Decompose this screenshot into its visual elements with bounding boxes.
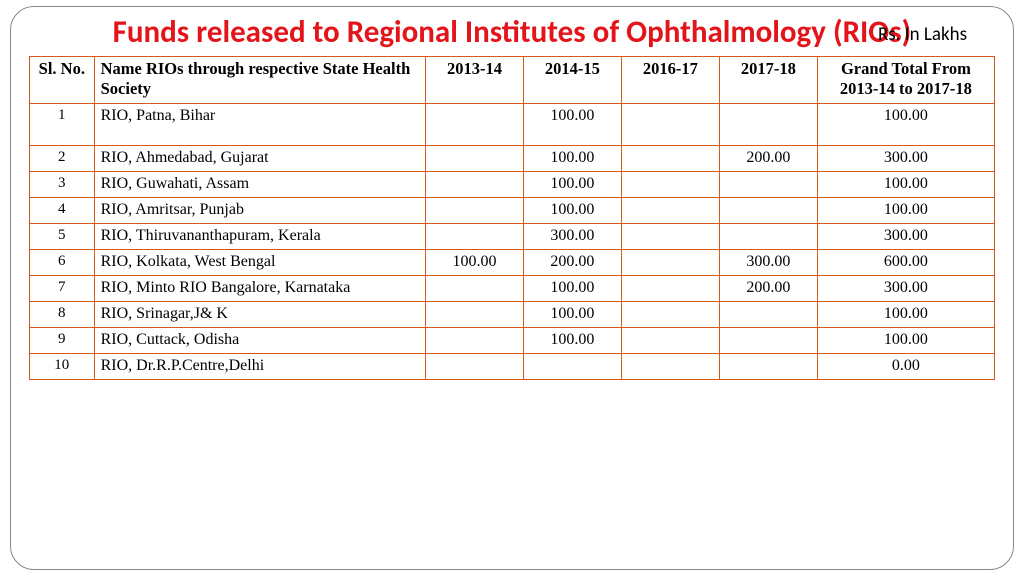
cell-y2: 300.00 (523, 224, 621, 250)
cell-y1 (426, 328, 524, 354)
cell-y1 (426, 302, 524, 328)
cell-y2: 100.00 (523, 302, 621, 328)
unit-label: Rs. In Lakhs (878, 23, 967, 46)
cell-y2: 100.00 (523, 172, 621, 198)
cell-total: 100.00 (817, 104, 994, 146)
cell-y1 (426, 198, 524, 224)
col-name: Name RIOs through respective State Healt… (94, 56, 425, 103)
cell-slno: 2 (30, 146, 95, 172)
cell-name: RIO, Guwahati, Assam (94, 172, 425, 198)
col-2014-15: 2014-15 (523, 56, 621, 103)
cell-total: 100.00 (817, 198, 994, 224)
cell-y2: 100.00 (523, 328, 621, 354)
cell-y3 (621, 328, 719, 354)
col-2017-18: 2017-18 (719, 56, 817, 103)
cell-name: RIO, Kolkata, West Bengal (94, 250, 425, 276)
cell-slno: 3 (30, 172, 95, 198)
cell-name: RIO, Patna, Bihar (94, 104, 425, 146)
cell-y4: 300.00 (719, 250, 817, 276)
cell-y2: 100.00 (523, 276, 621, 302)
cell-name: RIO, Cuttack, Odisha (94, 328, 425, 354)
table-row: 10RIO, Dr.R.P.Centre,Delhi 0.00 (30, 354, 995, 380)
cell-slno: 8 (30, 302, 95, 328)
table-header-row: Sl. No. Name RIOs through respective Sta… (30, 56, 995, 103)
cell-total: 600.00 (817, 250, 994, 276)
cell-y3 (621, 302, 719, 328)
cell-name: RIO, Dr.R.P.Centre,Delhi (94, 354, 425, 380)
cell-slno: 9 (30, 328, 95, 354)
table-row: 4RIO, Amritsar, Punjab 100.00 100.00 (30, 198, 995, 224)
table-row: 8RIO, Srinagar,J& K 100.00 100.00 (30, 302, 995, 328)
cell-y4 (719, 328, 817, 354)
table-row: 1RIO, Patna, Bihar 100.00 100.00 (30, 104, 995, 146)
col-2016-17: 2016-17 (621, 56, 719, 103)
cell-y4 (719, 104, 817, 146)
col-total: Grand Total From 2013-14 to 2017-18 (817, 56, 994, 103)
table-row: 6RIO, Kolkata, West Bengal100.00200.00 30… (30, 250, 995, 276)
col-2013-14: 2013-14 (426, 56, 524, 103)
table-row: 7RIO, Minto RIO Bangalore, Karnataka 100.… (30, 276, 995, 302)
cell-y4 (719, 198, 817, 224)
cell-y3 (621, 224, 719, 250)
cell-y3 (621, 250, 719, 276)
cell-slno: 4 (30, 198, 95, 224)
cell-y1 (426, 172, 524, 198)
cell-slno: 6 (30, 250, 95, 276)
cell-y4 (719, 354, 817, 380)
cell-total: 300.00 (817, 146, 994, 172)
cell-y4 (719, 224, 817, 250)
cell-name: RIO, Srinagar,J& K (94, 302, 425, 328)
cell-y4: 200.00 (719, 146, 817, 172)
cell-name: RIO, Thiruvananthapuram, Kerala (94, 224, 425, 250)
cell-y3 (621, 276, 719, 302)
cell-y4: 200.00 (719, 276, 817, 302)
table-row: 9RIO, Cuttack, Odisha 100.00 100.00 (30, 328, 995, 354)
cell-name: RIO, Minto RIO Bangalore, Karnataka (94, 276, 425, 302)
cell-y2: 200.00 (523, 250, 621, 276)
cell-y3 (621, 198, 719, 224)
cell-name: RIO, Ahmedabad, Gujarat (94, 146, 425, 172)
cell-y3 (621, 146, 719, 172)
table-row: 3RIO, Guwahati, Assam 100.00 100.00 (30, 172, 995, 198)
cell-y1: 100.00 (426, 250, 524, 276)
table-row: 2RIO, Ahmedabad, Gujarat 100.00 200.00300.… (30, 146, 995, 172)
cell-y3 (621, 104, 719, 146)
cell-slno: 10 (30, 354, 95, 380)
cell-total: 100.00 (817, 302, 994, 328)
cell-total: 0.00 (817, 354, 994, 380)
cell-y3 (621, 172, 719, 198)
cell-y1 (426, 276, 524, 302)
cell-name: RIO, Amritsar, Punjab (94, 198, 425, 224)
cell-slno: 5 (30, 224, 95, 250)
page-title: Funds released to Regional Institutes of… (113, 13, 912, 52)
cell-y2: 100.00 (523, 146, 621, 172)
cell-y4 (719, 172, 817, 198)
cell-total: 300.00 (817, 276, 994, 302)
cell-slno: 1 (30, 104, 95, 146)
cell-y2: 100.00 (523, 198, 621, 224)
cell-y2 (523, 354, 621, 380)
title-row: Funds released to Regional Institutes of… (29, 13, 995, 52)
cell-total: 100.00 (817, 172, 994, 198)
cell-total: 100.00 (817, 328, 994, 354)
table-row: 5RIO, Thiruvananthapuram, Kerala 300.00 30… (30, 224, 995, 250)
cell-y1 (426, 224, 524, 250)
col-slno: Sl. No. (30, 56, 95, 103)
cell-y4 (719, 302, 817, 328)
cell-total: 300.00 (817, 224, 994, 250)
cell-y1 (426, 354, 524, 380)
cell-y1 (426, 104, 524, 146)
slide-frame: Funds released to Regional Institutes of… (10, 6, 1014, 570)
cell-y1 (426, 146, 524, 172)
funds-table: Sl. No. Name RIOs through respective Sta… (29, 56, 995, 380)
cell-y3 (621, 354, 719, 380)
cell-slno: 7 (30, 276, 95, 302)
cell-y2: 100.00 (523, 104, 621, 146)
